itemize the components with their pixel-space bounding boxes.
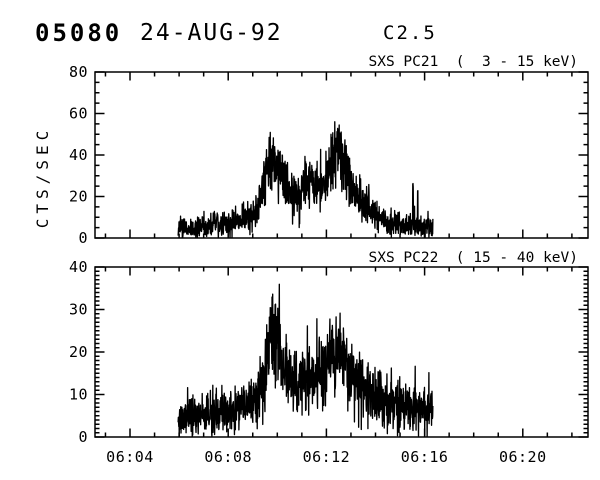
y-tick-label: 40 bbox=[69, 258, 88, 276]
x-tick-labels: 06:04 06:08 06:12 06:16 06:20 bbox=[106, 448, 546, 466]
goes-class: C2.5 bbox=[383, 22, 437, 44]
y-tick-label: 20 bbox=[69, 188, 88, 206]
panel1-series-path bbox=[177, 121, 434, 239]
x-tick-label: 06:12 bbox=[303, 448, 351, 466]
panel2-title: SXS PC22 ( 15 - 40 keV) bbox=[368, 250, 578, 266]
y-tick-label: 0 bbox=[78, 229, 88, 247]
y-tick-label: 0 bbox=[78, 428, 88, 446]
panel2-series-path bbox=[177, 283, 434, 438]
flare-number: 05080 bbox=[35, 19, 123, 47]
y-tick-label: 60 bbox=[69, 105, 88, 123]
panel1-y-tick-labels: 0 20 40 60 80 bbox=[69, 63, 88, 247]
y-tick-label: 80 bbox=[69, 63, 88, 81]
y-tick-label: 10 bbox=[69, 386, 88, 404]
y-tick-label: 20 bbox=[69, 343, 88, 361]
x-tick-label: 06:08 bbox=[204, 448, 252, 466]
x-tick-label: 06:16 bbox=[401, 448, 449, 466]
panel1-axes bbox=[94, 71, 589, 239]
x-tick-label: 06:04 bbox=[106, 448, 154, 466]
panel2-y-tick-labels: 0 10 20 30 40 bbox=[69, 258, 88, 446]
y-tick-label: 30 bbox=[69, 301, 88, 319]
y-axis-label: CTS/SEC bbox=[33, 125, 52, 229]
panel1-title: SXS PC21 ( 3 - 15 keV) bbox=[368, 54, 578, 70]
flare-date: 24-AUG-92 bbox=[140, 20, 283, 46]
x-tick-label: 06:20 bbox=[499, 448, 547, 466]
y-tick-label: 40 bbox=[69, 146, 88, 164]
